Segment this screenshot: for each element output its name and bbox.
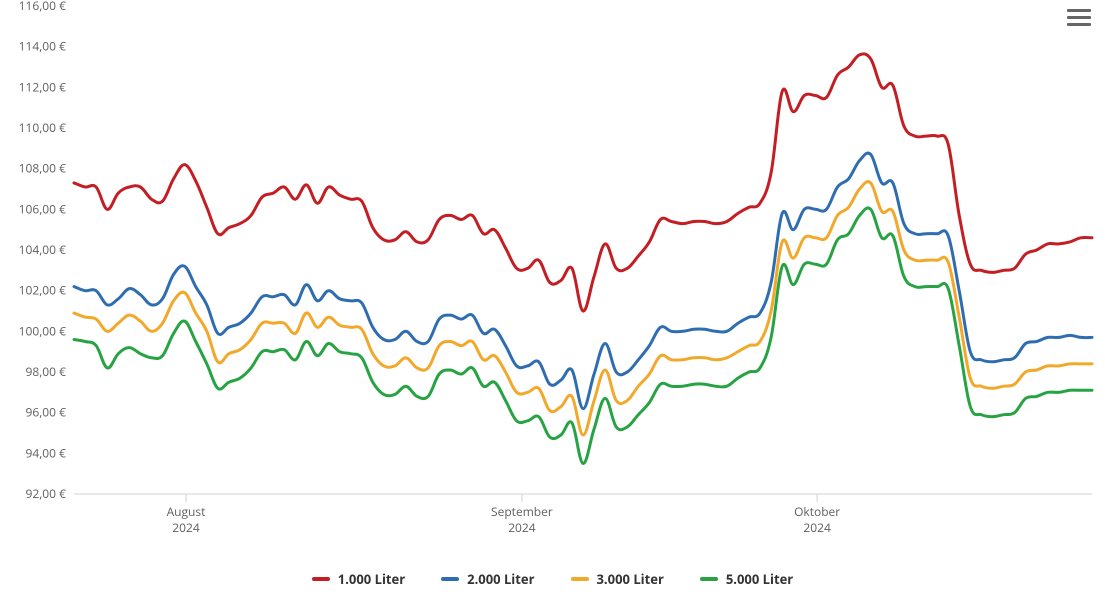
legend-item[interactable]: 2.000 Liter: [441, 570, 534, 588]
x-tick-label: August: [167, 503, 206, 520]
series-line[interactable]: [74, 208, 1092, 464]
legend-label: 1.000 Liter: [338, 570, 405, 588]
series-line[interactable]: [74, 182, 1092, 435]
legend-item[interactable]: 1.000 Liter: [312, 570, 405, 588]
y-tick-label: 94,00 €: [25, 444, 66, 461]
series-line[interactable]: [74, 54, 1092, 311]
y-tick-label: 96,00 €: [25, 404, 66, 421]
chart-legend: 1.000 Liter 2.000 Liter 3.000 Liter 5.000 L…: [0, 570, 1105, 588]
legend-item[interactable]: 3.000 Liter: [571, 570, 664, 588]
x-tick-sublabel: 2024: [803, 519, 831, 536]
legend-swatch: [312, 577, 330, 581]
x-tick-label: Oktober: [794, 503, 840, 520]
legend-label: 5.000 Liter: [726, 570, 793, 588]
legend-swatch: [700, 577, 718, 581]
chart-menu-icon[interactable]: [1067, 6, 1091, 28]
x-tick-sublabel: 2024: [508, 519, 536, 536]
legend-swatch: [441, 577, 459, 581]
y-tick-label: 110,00 €: [19, 119, 67, 136]
legend-item[interactable]: 5.000 Liter: [700, 570, 793, 588]
x-tick-label: September: [491, 503, 553, 520]
legend-label: 2.000 Liter: [467, 570, 534, 588]
series-line[interactable]: [74, 153, 1092, 409]
legend-label: 3.000 Liter: [597, 570, 664, 588]
y-tick-label: 102,00 €: [19, 282, 67, 299]
y-tick-label: 106,00 €: [19, 200, 67, 217]
price-chart: 92,00 € 94,00 € 96,00 € 98,00 € 100,00 € 102,…: [0, 0, 1105, 602]
legend-swatch: [571, 577, 589, 581]
x-tick-sublabel: 2024: [172, 519, 200, 536]
y-tick-label: 116,00 €: [19, 0, 67, 14]
y-tick-label: 108,00 €: [19, 160, 67, 177]
chart-svg: 92,00 € 94,00 € 96,00 € 98,00 € 100,00 € 102,…: [0, 0, 1105, 560]
y-tick-label: 100,00 €: [19, 322, 67, 339]
y-tick-label: 114,00 €: [19, 38, 67, 55]
y-tick-label: 98,00 €: [25, 363, 66, 380]
y-tick-label: 92,00 €: [25, 485, 66, 502]
y-tick-label: 112,00 €: [19, 78, 67, 95]
y-tick-label: 104,00 €: [19, 241, 67, 258]
